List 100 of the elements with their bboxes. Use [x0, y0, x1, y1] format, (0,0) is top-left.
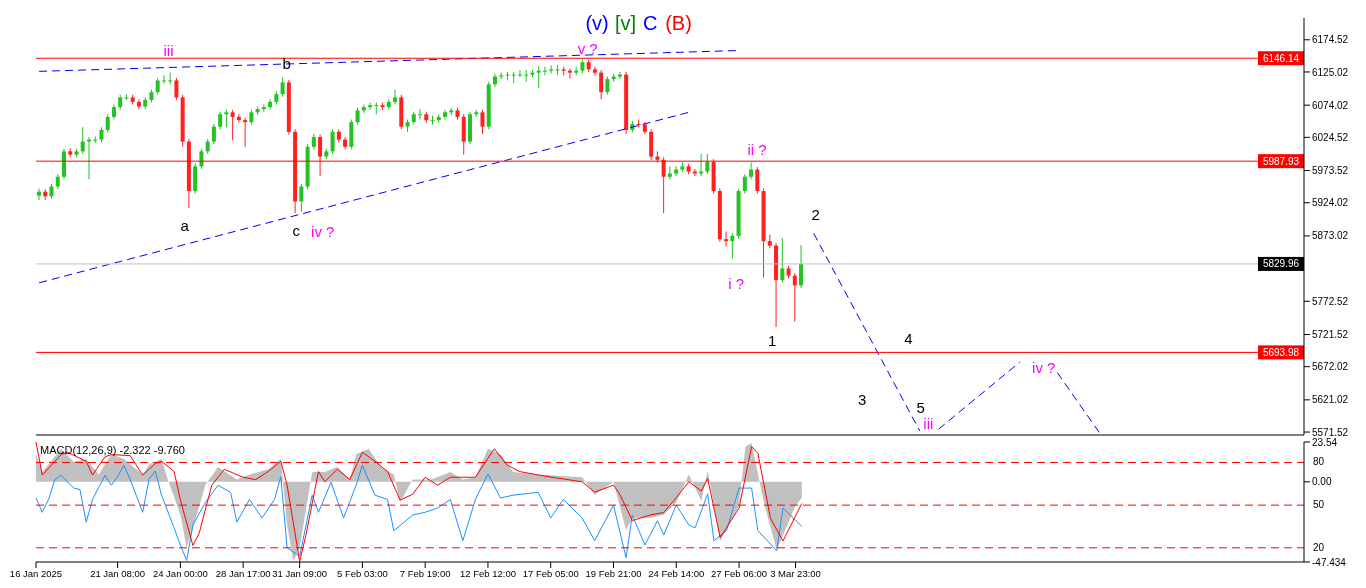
annotation: 4	[904, 329, 913, 347]
x-tick-label: 27 Feb 06:00	[711, 567, 768, 579]
candlestick	[174, 77, 179, 101]
x-tick-label: 7 Feb 19:00	[399, 567, 451, 579]
annotation: iii	[163, 41, 174, 59]
candlestick	[542, 66, 547, 76]
ref-line-label: 6146.14	[1262, 52, 1300, 64]
y-tick-label: 5571.52	[1312, 426, 1349, 438]
candlestick	[105, 113, 110, 133]
annotation: C	[642, 11, 658, 34]
annotation: i ?	[728, 274, 745, 292]
candlestick	[243, 117, 248, 148]
x-tick-label: 12 Feb 12:00	[459, 567, 516, 579]
y-tick-label: -47.434	[1312, 556, 1347, 568]
annotation: (B)	[665, 11, 692, 34]
candlestick	[792, 272, 797, 323]
candlestick	[492, 73, 497, 88]
chart-title: MACD(12,26,9) -2.322 -9.760	[40, 444, 185, 456]
candlestick	[261, 104, 266, 113]
candlestick	[199, 148, 204, 170]
y2-tick-label: 50	[1313, 499, 1325, 511]
candlestick	[368, 102, 373, 111]
candlestick	[799, 244, 804, 289]
x-tick-label: 16 Jan 2025	[9, 567, 63, 579]
candlestick	[536, 65, 541, 89]
candlestick	[755, 166, 760, 195]
annotation: 5	[916, 398, 925, 416]
annotation: a	[180, 216, 189, 234]
annotation: b	[282, 54, 291, 72]
ref-line-label: 5829.96	[1262, 258, 1300, 270]
candlestick	[780, 237, 785, 284]
annotation: iv ?	[311, 222, 335, 240]
line-series	[35, 464, 803, 562]
y-tick-label: 5924.02	[1312, 197, 1349, 209]
candlestick	[592, 66, 597, 76]
y-tick-label: 5621.02	[1312, 394, 1349, 406]
candlestick	[268, 98, 273, 111]
y-tick-label: 5873.02	[1312, 230, 1349, 242]
ref-line-label: 5693.98	[1262, 346, 1300, 358]
x-tick-label: 19 Feb 21:00	[585, 567, 642, 579]
candlestick	[318, 133, 323, 177]
candlestick	[742, 173, 747, 195]
candlestick	[667, 165, 672, 180]
y2-tick-label: 80	[1313, 456, 1325, 468]
y-tick-label: 6024.52	[1312, 131, 1349, 143]
candlestick	[599, 69, 604, 100]
candlestick	[661, 156, 666, 214]
candlestick	[161, 74, 166, 85]
candlestick	[80, 126, 85, 155]
candlestick	[86, 136, 91, 180]
candlestick	[393, 89, 398, 106]
candlestick	[730, 232, 735, 260]
candlestick	[299, 183, 304, 213]
ref-line-label: 5987.93	[1262, 155, 1300, 167]
x-tick-label: 31 Jan 09:00	[272, 567, 328, 579]
y-tick-label: 6174.52	[1312, 34, 1349, 46]
candlestick	[211, 123, 216, 145]
annotation: 2	[811, 205, 820, 223]
candlestick	[330, 128, 335, 155]
x-tick-label: 24 Feb 14:00	[648, 567, 705, 579]
x-tick-label: 17 Feb 05:00	[522, 567, 579, 579]
candlestick	[517, 69, 522, 78]
candlestick	[480, 109, 485, 135]
annotation: [v]	[614, 11, 637, 34]
candlestick	[280, 76, 285, 98]
candlestick	[705, 153, 710, 175]
candlestick	[605, 76, 610, 96]
y-tick-label: 5672.02	[1312, 361, 1349, 373]
y-tick-label: 5973.52	[1312, 165, 1349, 177]
candlestick	[418, 108, 423, 120]
annotation: 3	[857, 390, 867, 408]
annotation: (v)	[585, 11, 609, 34]
x-tick-label: 28 Jan 17:00	[215, 567, 271, 579]
candlestick	[230, 109, 235, 141]
y-tick-label: 23.54	[1312, 436, 1338, 448]
candlestick	[555, 64, 560, 76]
y-tick-label: 5772.52	[1312, 295, 1349, 307]
candlestick	[37, 187, 41, 201]
candlestick	[724, 230, 729, 247]
annotation: iv ?	[1032, 358, 1056, 376]
candlestick	[236, 113, 241, 124]
candlestick	[511, 71, 516, 84]
x-tick-label: 3 Mar 23:00	[770, 567, 821, 579]
y-tick-label: 0.00	[1312, 476, 1332, 488]
annotation: ii ?	[747, 140, 767, 158]
x-tick-label: 5 Feb 03:00	[337, 567, 388, 579]
candlestick	[749, 161, 754, 180]
y-tick-label: 6074.02	[1312, 99, 1349, 111]
annotation: c	[292, 221, 300, 239]
candlestick	[567, 68, 572, 79]
candlestick	[524, 69, 529, 83]
x-tick-label: 24 Jan 00:00	[152, 567, 208, 579]
y-tick-label: 5721.52	[1312, 329, 1349, 341]
y-tick-label: 6125.02	[1312, 66, 1349, 78]
annotation: v ?	[577, 39, 598, 57]
candlestick	[617, 71, 622, 80]
annotation: 1	[768, 331, 777, 349]
y2-tick-label: 20	[1313, 541, 1325, 553]
x-tick-label: 21 Jan 08:00	[90, 567, 146, 579]
annotation: iii	[923, 414, 934, 432]
